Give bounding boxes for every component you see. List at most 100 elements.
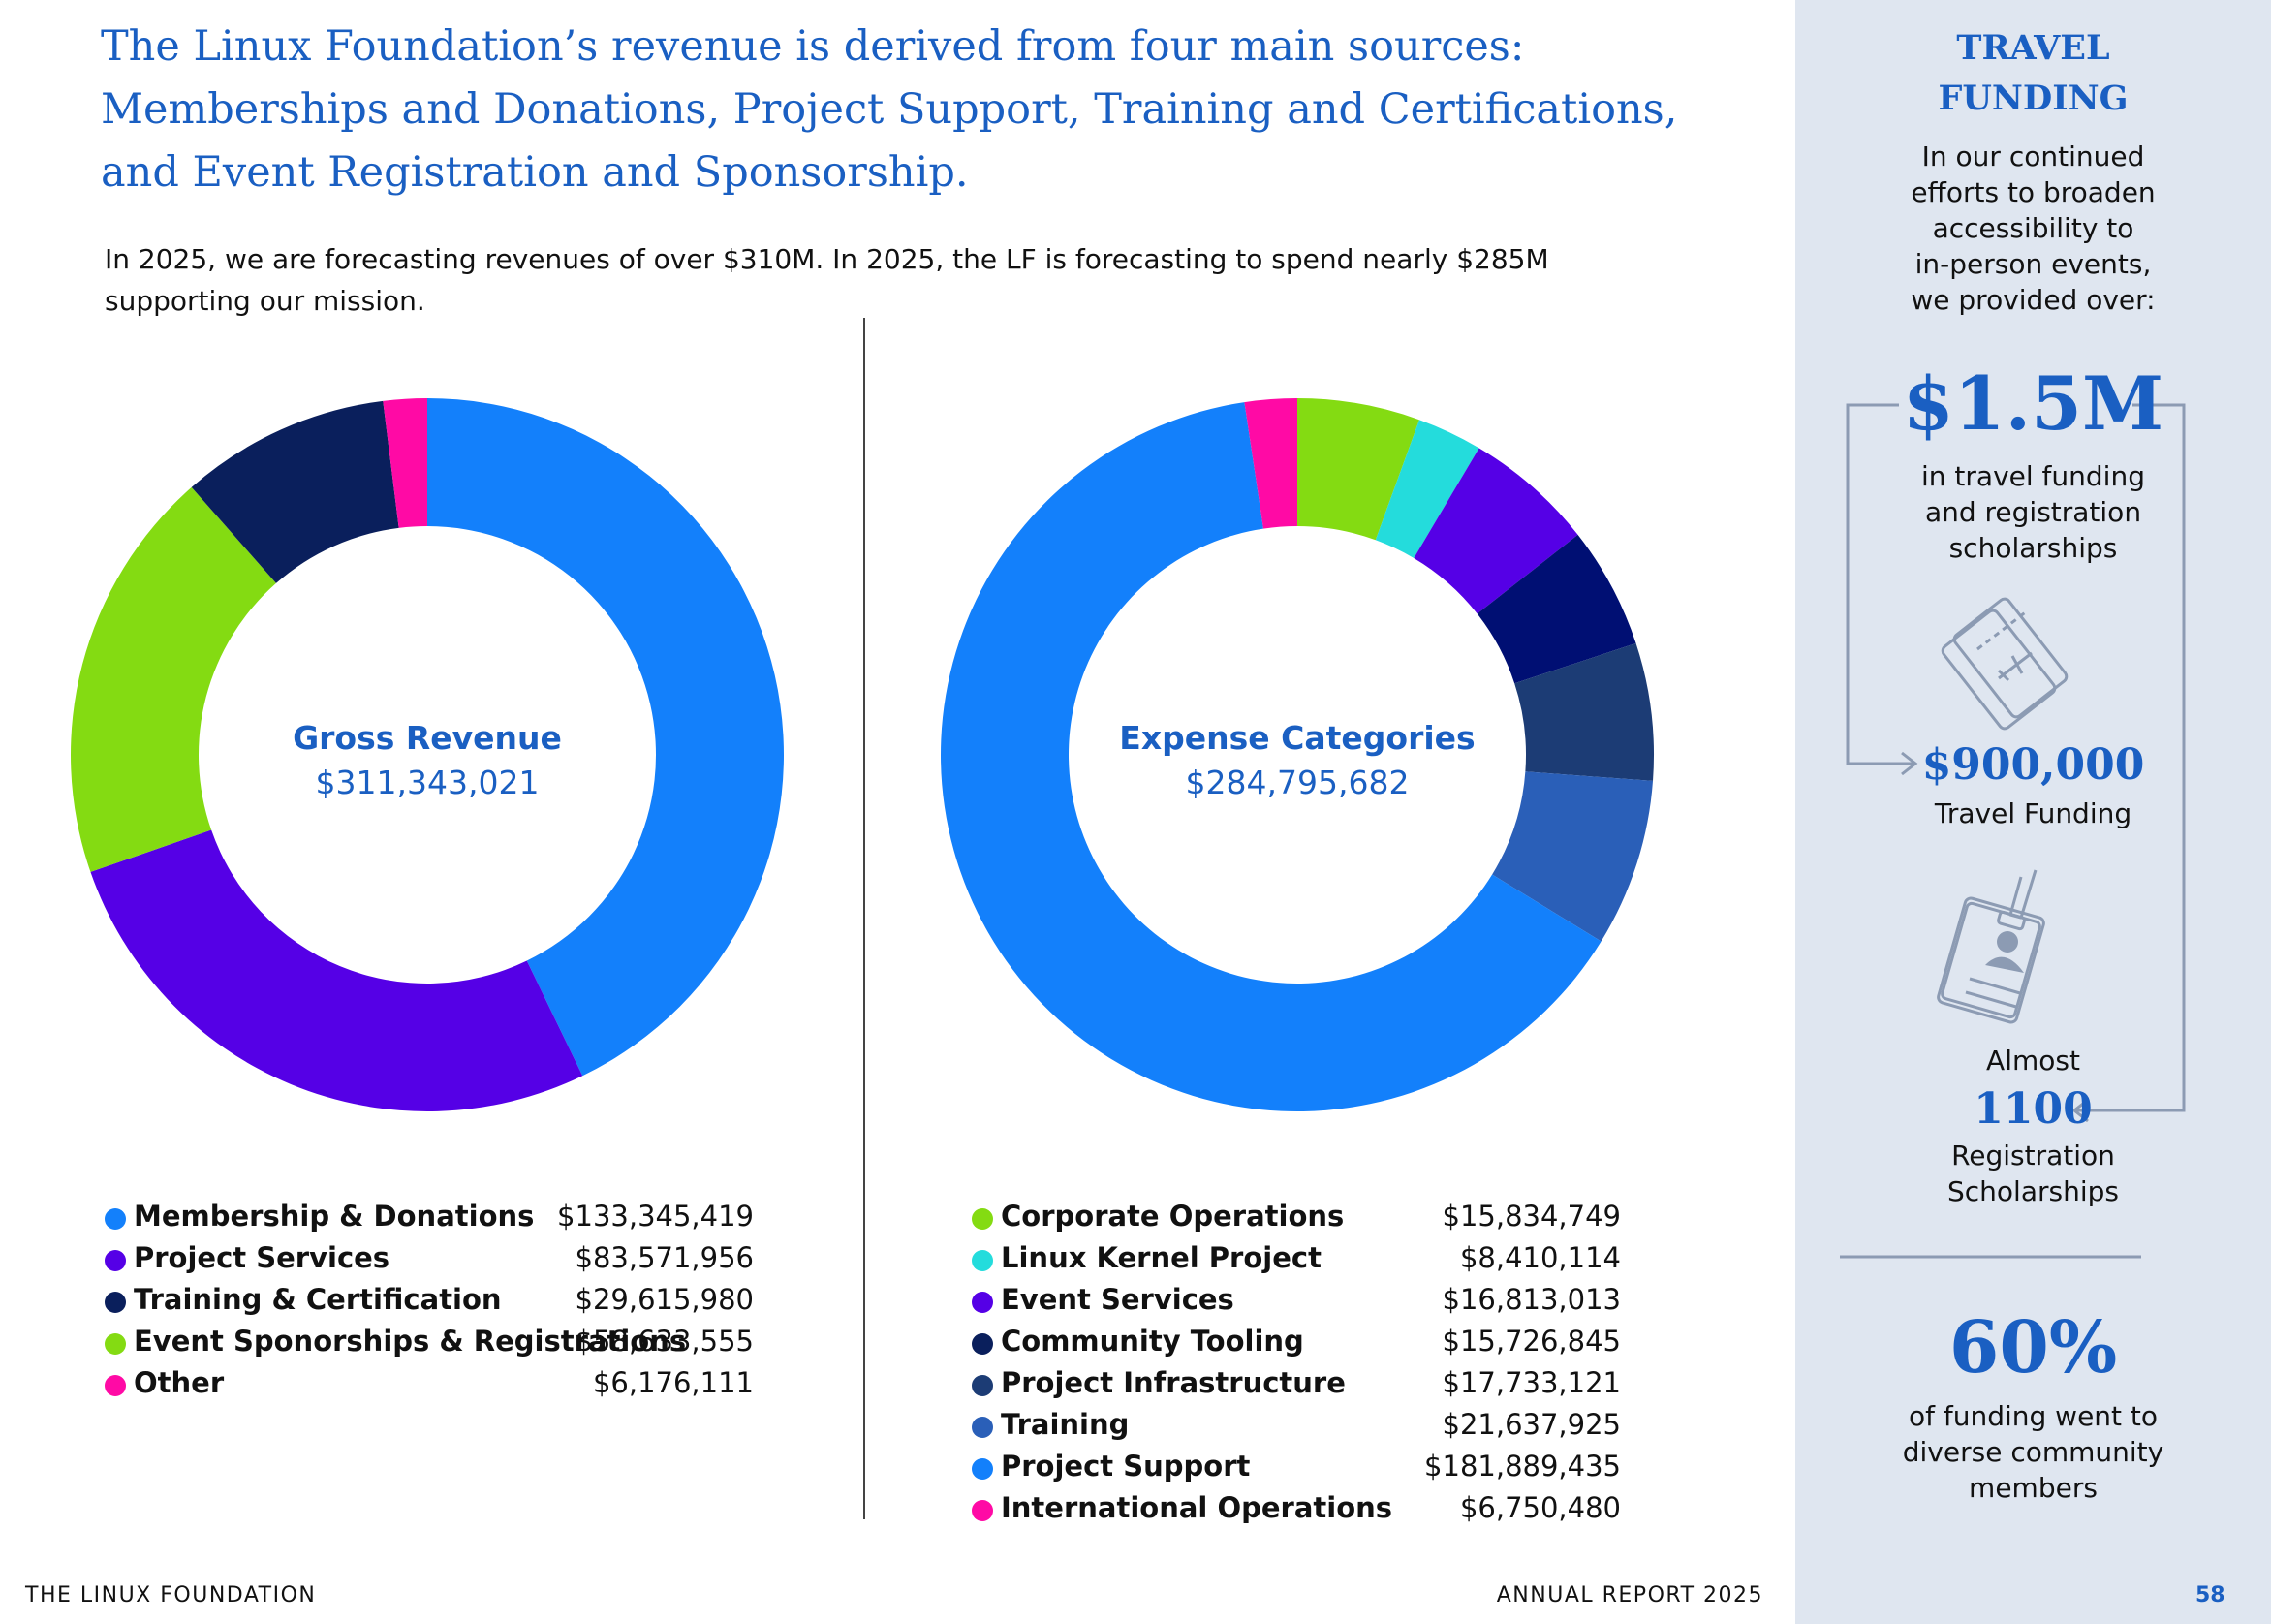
id-badge-icon <box>1937 869 2045 1024</box>
legend-value: $17,733,121 <box>1442 1366 1622 1399</box>
gross-revenue-donut-chart: Gross Revenue $311,343,021 <box>71 398 785 1111</box>
bracket-left-arrow <box>1846 403 1918 776</box>
travel-total-description: in travel funding and registration schol… <box>1795 458 2271 566</box>
legend-label: Membership & Donations <box>134 1200 535 1233</box>
travel-total-amount: $1.5M <box>1902 360 2164 447</box>
expense-categories-title: Expense Categories <box>1119 719 1475 757</box>
legend-value: $15,726,845 <box>1442 1325 1622 1358</box>
slice-membership-donations <box>427 398 785 1077</box>
legend-item-training: Training $21,637,925 <box>972 1408 1621 1450</box>
slice-community-tooling <box>1477 534 1636 684</box>
legend-item-other: Other $6,176,111 <box>105 1366 754 1408</box>
travel-funding-sidebar: TRAVEL FUNDING In our continued efforts … <box>1795 0 2271 1624</box>
scholarship-label: Registration Scholarships <box>1795 1138 2271 1209</box>
legend-value: $133,345,419 <box>557 1200 754 1233</box>
diversity-percent: 60% <box>1948 1306 2118 1390</box>
bracket-right-arrow <box>2071 403 2186 1123</box>
travel-total-line: and registration <box>1924 496 2142 528</box>
sidebar-intro-line: accessibility to <box>1932 212 2134 244</box>
legend-swatch <box>972 1292 993 1313</box>
legend-item-event-sponsorships: Event Sponorships & Registrations $58,63… <box>105 1325 754 1366</box>
legend-value: $83,571,956 <box>575 1241 755 1274</box>
legend-item-community-tooling: Community Tooling $15,726,845 <box>972 1325 1621 1366</box>
legend-item-corporate-operations: Corporate Operations $15,834,749 <box>972 1200 1621 1241</box>
sidebar-title: TRAVEL FUNDING <box>1795 23 2271 124</box>
intro-paragraph: In 2025, we are forecasting revenues of … <box>105 243 1549 317</box>
legend-value: $58,633,555 <box>575 1325 755 1358</box>
sidebar-title-line-2: FUNDING <box>1938 78 2129 118</box>
slice-event-sponorships-registrations <box>71 486 276 872</box>
gross-revenue-title: Gross Revenue <box>293 719 562 757</box>
legend-item-membership-donations: Membership & Donations $133,345,419 <box>105 1200 754 1241</box>
expense-categories-donut-chart: Expense Categories $284,795,682 <box>941 398 1654 1111</box>
diversity-line: diverse community <box>1902 1436 2164 1468</box>
legend-label: Training & Certification <box>134 1283 502 1316</box>
legend-swatch <box>105 1250 126 1271</box>
legend-swatch <box>105 1208 126 1230</box>
legend-label: Other <box>134 1366 225 1399</box>
slice-project-services <box>90 829 583 1111</box>
legend-swatch <box>105 1292 126 1313</box>
legend-swatch <box>105 1375 126 1396</box>
sidebar-intro-line: In our continued <box>1921 141 2145 172</box>
gross-revenue-total: $311,343,021 <box>316 764 540 801</box>
legend-swatch <box>972 1333 993 1355</box>
sidebar-intro-line: in-person events, <box>1914 248 2152 280</box>
sidebar-intro-line: efforts to broaden <box>1911 176 2156 208</box>
legend-label: Project Services <box>134 1241 390 1274</box>
legend-swatch <box>972 1417 993 1438</box>
legend-item-linux-kernel-project: Linux Kernel Project $8,410,114 <box>972 1241 1621 1283</box>
legend-value: $29,615,980 <box>575 1283 755 1316</box>
footer-report-title: ANNUAL REPORT 2025 <box>1496 1583 1763 1608</box>
scholarship-label-line: Scholarships <box>1947 1175 2119 1207</box>
slice-project-infrastructure <box>1514 642 1654 781</box>
travel-funding-amount: $900,000 <box>1921 740 2145 790</box>
legend-swatch <box>972 1250 993 1271</box>
slice-international-operations <box>1244 398 1297 529</box>
sidebar-intro: In our continued efforts to broaden acce… <box>1795 139 2271 318</box>
gross-revenue-legend: Membership & Donations $133,345,419 Proj… <box>105 1200 754 1408</box>
legend-value: $8,410,114 <box>1459 1241 1621 1274</box>
legend-item-project-services: Project Services $83,571,956 <box>105 1241 754 1283</box>
slice-corporate-operations <box>1297 398 1419 541</box>
expense-categories-total: $284,795,682 <box>1186 764 1410 801</box>
legend-value: $21,637,925 <box>1442 1408 1622 1441</box>
chart-divider <box>863 318 865 1519</box>
legend-label: Event Services <box>1001 1283 1234 1316</box>
travel-funding-label: Travel Funding <box>1934 797 2132 829</box>
sidebar-graphics <box>1840 403 2186 1259</box>
legend-swatch <box>972 1500 993 1521</box>
legend-value: $181,889,435 <box>1424 1450 1621 1483</box>
legend-label: Corporate Operations <box>1001 1200 1345 1233</box>
slice-other <box>383 398 427 528</box>
legend-value: $16,813,013 <box>1442 1283 1622 1316</box>
headline: The Linux Foundation’s revenue is derive… <box>101 16 1677 204</box>
sidebar-intro-line: we provided over: <box>1911 284 2156 316</box>
headline-line-3: and Event Registration and Sponsorship. <box>101 148 969 197</box>
scholarship-label-line: Registration <box>1951 1140 2115 1171</box>
travel-total-line: in travel funding <box>1921 460 2145 492</box>
legend-value: $6,176,111 <box>592 1366 754 1399</box>
legend-item-project-infrastructure: Project Infrastructure $17,733,121 <box>972 1366 1621 1408</box>
diversity-line: members <box>1969 1472 2098 1504</box>
legend-swatch <box>972 1375 993 1396</box>
legend-item-international-operations: International Operations $6,750,480 <box>972 1491 1621 1533</box>
legend-item-event-services: Event Services $16,813,013 <box>972 1283 1621 1325</box>
travel-total-line: scholarships <box>1948 532 2118 564</box>
legend-label: Training <box>1001 1408 1130 1441</box>
expense-categories-legend: Corporate Operations $15,834,749 Linux K… <box>972 1200 1621 1533</box>
page-number: 58 <box>2195 1583 2225 1608</box>
legend-label: International Operations <box>1001 1491 1393 1524</box>
scholarship-count: 1100 <box>1974 1084 2093 1134</box>
legend-swatch <box>972 1208 993 1230</box>
footer-organization: THE LINUX FOUNDATION <box>25 1583 317 1608</box>
plane-ticket-icon <box>1941 597 2069 731</box>
legend-item-project-support: Project Support $181,889,435 <box>972 1450 1621 1491</box>
legend-swatch <box>105 1333 126 1355</box>
diversity-description: of funding went to diverse community mem… <box>1795 1398 2271 1506</box>
legend-label: Project Infrastructure <box>1001 1366 1346 1399</box>
legend-label: Event Sponorships & Registrations <box>134 1325 687 1358</box>
legend-label: Project Support <box>1001 1450 1251 1483</box>
slice-event-services <box>1414 448 1578 614</box>
legend-label: Community Tooling <box>1001 1325 1304 1358</box>
